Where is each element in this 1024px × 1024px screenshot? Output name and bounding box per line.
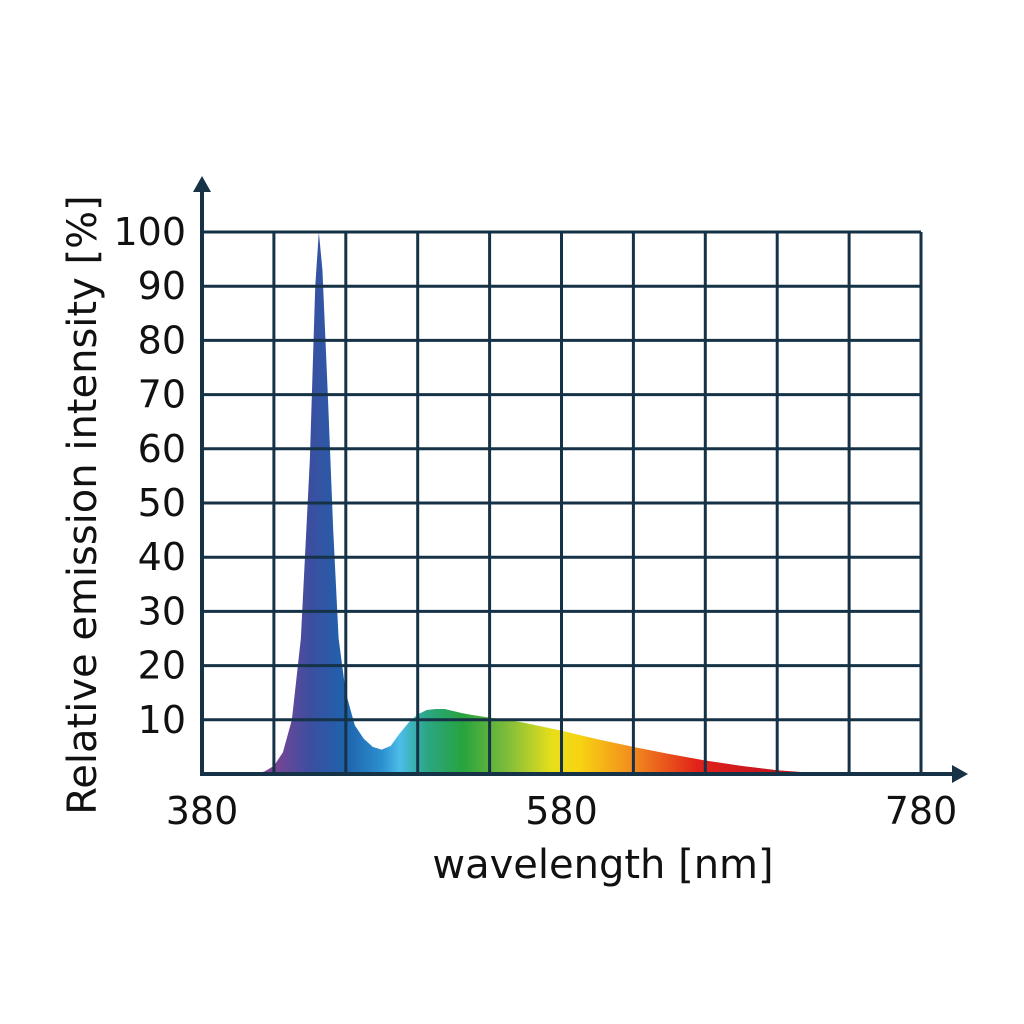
- y-tick-label: 60: [138, 427, 186, 471]
- grid-layer: [202, 230, 923, 774]
- y-tick-label: 10: [138, 698, 186, 742]
- y-tick-label: 20: [138, 644, 186, 688]
- y-tick-label: 50: [138, 481, 186, 525]
- x-axis-arrowhead: [952, 765, 968, 783]
- y-axis-title: Relative emission intensity [%]: [60, 195, 106, 814]
- y-tick-label: 40: [138, 535, 186, 579]
- y-axis-arrowhead: [193, 176, 211, 192]
- x-tick-label: 580: [525, 789, 598, 833]
- tick-label-layer: 10 20 30 40 50 60 70 80 90 100 380 580 780: [113, 210, 957, 833]
- x-tick-label: 780: [885, 789, 958, 833]
- x-axis-title: wavelength [nm]: [432, 842, 773, 888]
- y-tick-label: 90: [138, 264, 186, 308]
- y-tick-label: 70: [138, 373, 186, 417]
- y-tick-label: 30: [138, 589, 186, 633]
- x-tick-label: 380: [166, 789, 239, 833]
- y-tick-label: 80: [138, 318, 186, 362]
- y-tick-label: 100: [113, 210, 186, 254]
- axis-layer: [193, 176, 968, 783]
